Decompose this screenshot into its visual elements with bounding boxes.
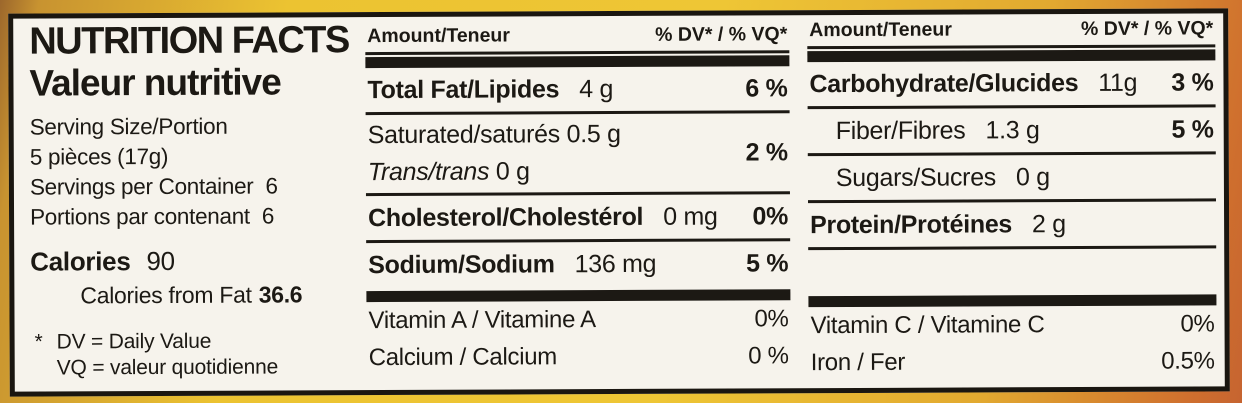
amount-header: Amount/Teneur xyxy=(367,24,510,48)
calories-from-fat-value: 36.6 xyxy=(258,281,303,308)
page-title: NUTRITION FACTS xyxy=(29,19,349,63)
table-header: Amount/Teneur % DV* / % VQ* xyxy=(365,23,790,56)
page-title-french: Valeur nutritive xyxy=(29,60,281,104)
dv-header: % DV* / % VQ* xyxy=(1080,17,1214,40)
calories-from-fat-label: Calories from Fat xyxy=(80,281,252,309)
footnote: * DV = Daily Value VQ = valeur quotidien… xyxy=(31,328,367,382)
calories-from-fat-row: Calories from Fat 36.6 xyxy=(80,281,366,309)
footnote-lines: DV = Daily Value VQ = valeur quotidienne xyxy=(57,328,279,381)
nutrients-table-left: Amount/Teneur % DV* / % VQ* Total Fat/Li… xyxy=(365,15,791,390)
table-row-vitamin-c: Vitamin C / Vitamine C 0% xyxy=(810,310,1215,340)
spacer xyxy=(808,248,1216,294)
table-row-protein: Protein/Protéines 2 g xyxy=(810,210,1066,240)
serving-info: Serving Size/Portion 5 pièces (17g) Serv… xyxy=(30,111,367,232)
table-row-total-fat: Total Fat/Lipides 4 g 6 % xyxy=(367,74,788,105)
table-row-calcium: Calcium / Calcium 0 % xyxy=(368,342,789,372)
calories-value: 90 xyxy=(146,245,175,276)
table-row-carbohydrate: Carbohydrate/Glucides 11g 3 % xyxy=(809,68,1214,99)
table-row-vitamin-a: Vitamin A / Vitamine A 0% xyxy=(368,305,789,335)
calories-label: Calories xyxy=(30,245,131,277)
column-gap xyxy=(789,15,809,388)
serving-size-value: 5 pièces (17g) xyxy=(29,143,169,170)
table-row-iron: Iron / Fer 0.5% xyxy=(810,347,1215,377)
table-row-sugars: Sugars/Sucres 0 g xyxy=(835,163,1050,193)
saturated-line: Saturated/saturés 0.5 g xyxy=(367,119,621,150)
footnote-vq: VQ = valeur quotidienne xyxy=(56,355,279,380)
servings-value-en: 6 xyxy=(265,173,278,199)
asterisk-mark: * xyxy=(34,330,43,354)
calories-row: Calories 90 xyxy=(30,245,366,277)
nutrients-table-right: Amount/Teneur % DV* / % VQ* Carbohydrate… xyxy=(807,13,1225,388)
table-header: Amount/Teneur % DV* / % VQ* xyxy=(807,17,1216,50)
identity-column: NUTRITION FACTS Valeur nutritive Serving… xyxy=(13,17,367,392)
servings-value-fr: 6 xyxy=(261,203,275,229)
amount-header: Amount/Teneur xyxy=(809,18,952,42)
table-row-cholesterol: Cholesterol/Cholestérol 0 mg 0% xyxy=(368,202,789,233)
table-row-fiber: Fiber/Fibres 1.3 g 5 % xyxy=(835,115,1214,146)
serving-size-label: Serving Size/Portion xyxy=(29,113,228,140)
spacer xyxy=(366,285,790,289)
trans-line: Trans/trans 0 g xyxy=(367,157,530,187)
servings-per-container-fr: Portions par contenant 6 xyxy=(30,203,275,230)
servings-per-container-en: Servings per Container 6 xyxy=(29,173,278,200)
footnote-dv: DV = Daily Value xyxy=(56,329,212,354)
dv-header: % DV* / % VQ* xyxy=(655,23,788,46)
nutrition-facts-label: NUTRITION FACTS Valeur nutritive Serving… xyxy=(8,8,1230,397)
table-row-sodium: Sodium/Sodium 136 mg 5 % xyxy=(368,249,789,280)
table-row-saturated-trans: Saturated/saturés 0.5 g Trans/trans 0 g … xyxy=(367,119,788,187)
